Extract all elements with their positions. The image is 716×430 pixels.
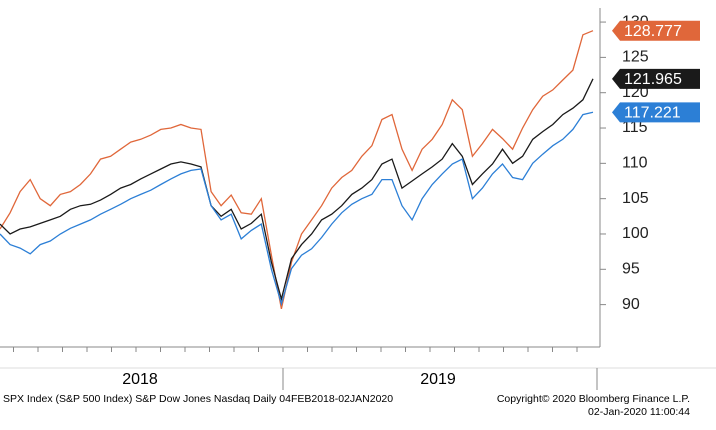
y-tick-label: 90 xyxy=(622,296,640,313)
footer-copyright: Copyright© 2020 Bloomberg Finance L.P. xyxy=(497,393,690,405)
y-tick-label: 105 xyxy=(622,190,649,207)
y-tick-label: 95 xyxy=(622,261,640,278)
footer-description: SPX Index (S&P 500 Index) S&P Dow Jones … xyxy=(3,393,393,405)
last-value-label: 117.221 xyxy=(624,105,681,122)
period-label: 2019 xyxy=(420,371,456,388)
last-value-tag xyxy=(612,102,700,123)
last-value-tag xyxy=(612,20,700,41)
y-tick-label: 125 xyxy=(622,49,649,66)
y-tick-label: 115 xyxy=(622,119,648,136)
last-value-tag xyxy=(612,68,700,89)
last-value-label: 121.965 xyxy=(624,71,682,88)
y-tick-label: 110 xyxy=(622,155,648,172)
series-line xyxy=(0,78,594,302)
y-tick-label: 100 xyxy=(622,225,649,242)
footer-timestamp: 02-Jan-2020 11:00:44 xyxy=(588,406,690,418)
series-line xyxy=(0,111,594,307)
last-value-label: 128.777 xyxy=(624,23,682,40)
period-label: 2018 xyxy=(122,371,158,388)
series-line xyxy=(0,30,594,310)
